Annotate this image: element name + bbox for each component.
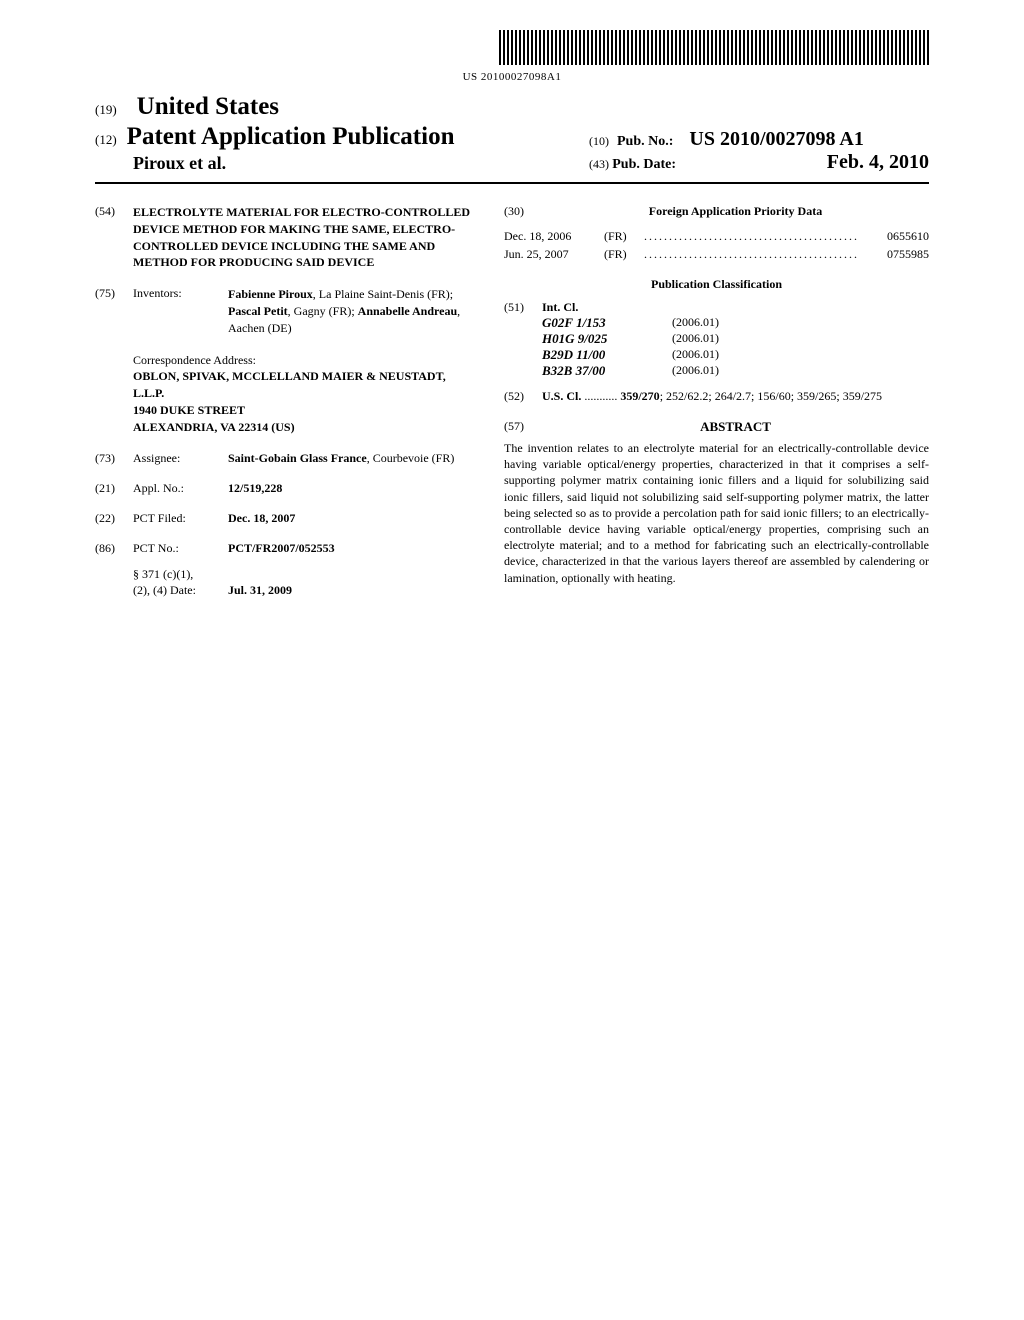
header-line2: (12) Patent Application Publication Piro…	[95, 123, 929, 174]
authors: Piroux et al.	[133, 153, 454, 174]
uscl-block: (52) U.S. Cl. ........... 359/270; 252/6…	[504, 389, 929, 404]
pub-no-value: US 2010/0027098 A1	[689, 128, 863, 151]
uscl-rest: ; 252/62.2; 264/2.7; 156/60; 359/265; 35…	[660, 389, 882, 403]
left-column: (54) ELECTROLYTE MATERIAL FOR ELECTRO-CO…	[95, 204, 474, 602]
country-name: United States	[137, 93, 279, 121]
patent-title: ELECTROLYTE MATERIAL FOR ELECTRO-CONTROL…	[133, 204, 474, 271]
pub-date-value: Feb. 4, 2010	[827, 151, 929, 174]
assignee-value: Saint-Gobain Glass France, Courbevoie (F…	[228, 451, 474, 466]
correspondence-firm: OBLON, SPIVAK, MCCLELLAND MAIER & NEUSTA…	[133, 368, 474, 402]
code-57: (57)	[504, 419, 542, 435]
correspondence-block: Correspondence Address: OBLON, SPIVAK, M…	[133, 352, 474, 436]
barcode-number: US 20100027098A1	[95, 71, 929, 83]
foreign-header-row: (30) Foreign Application Priority Data	[504, 204, 929, 219]
s371-value: Jul. 31, 2009	[228, 582, 292, 599]
pub-class-header: Publication Classification	[504, 277, 929, 292]
assignee-label: Assignee:	[133, 451, 228, 466]
inventors-names: Fabienne Piroux, La Plaine Saint-Denis (…	[228, 286, 474, 336]
code-54: (54)	[95, 204, 133, 271]
pctno-value: PCT/FR2007/052553	[228, 541, 474, 556]
correspondence-street: 1940 DUKE STREET	[133, 402, 474, 419]
barcode-graphic	[499, 30, 929, 65]
code-51: (51)	[504, 300, 542, 315]
code-19: (19)	[95, 102, 117, 118]
uscl-main: 359/270	[620, 389, 659, 403]
assignee-block: (73) Assignee: Saint-Gobain Glass France…	[95, 451, 474, 466]
abstract-header: ABSTRACT	[542, 419, 929, 435]
publication-type: Patent Application Publication	[127, 123, 455, 151]
foreign-rows: Dec. 18, 2006(FR).......................…	[504, 229, 929, 262]
s371-block: § 371 (c)(1), (2), (4) Date: Jul. 31, 20…	[133, 566, 474, 600]
s371-line1: § 371 (c)(1),	[133, 566, 474, 583]
applno-block: (21) Appl. No.: 12/519,228	[95, 481, 474, 496]
intcl-block: (51) Int. Cl. G02F 1/153(2006.01)H01G 9/…	[504, 300, 929, 379]
right-column: (30) Foreign Application Priority Data D…	[504, 204, 929, 602]
correspondence-label: Correspondence Address:	[133, 352, 474, 369]
code-21: (21)	[95, 481, 133, 496]
barcode-block: US 20100027098A1	[95, 30, 929, 83]
applno-value: 12/519,228	[228, 481, 474, 496]
applno-label: Appl. No.:	[133, 481, 228, 496]
header-divider	[95, 182, 929, 184]
correspondence-city: ALEXANDRIA, VA 22314 (US)	[133, 419, 474, 436]
intcl-row: H01G 9/025(2006.01)	[542, 331, 929, 347]
code-43: (43)	[589, 157, 609, 171]
foreign-row: Dec. 18, 2006(FR).......................…	[504, 229, 929, 244]
code-73: (73)	[95, 451, 133, 466]
intcl-label: Int. Cl.	[542, 300, 578, 315]
title-block: (54) ELECTROLYTE MATERIAL FOR ELECTRO-CO…	[95, 204, 474, 271]
assignee-loc: Courbevoie (FR)	[373, 451, 455, 465]
s371-line2: (2), (4) Date:	[133, 582, 228, 599]
intcl-row: B32B 37/00(2006.01)	[542, 363, 929, 379]
code-75: (75)	[95, 286, 133, 336]
abstract-text: The invention relates to an electrolyte …	[504, 440, 929, 586]
intcl-row: G02F 1/153(2006.01)	[542, 315, 929, 331]
code-22: (22)	[95, 511, 133, 526]
pctfiled-block: (22) PCT Filed: Dec. 18, 2007	[95, 511, 474, 526]
assignee-name: Saint-Gobain Glass France	[228, 451, 367, 465]
code-10: (10)	[589, 134, 609, 149]
body-columns: (54) ELECTROLYTE MATERIAL FOR ELECTRO-CO…	[95, 204, 929, 602]
code-30: (30)	[504, 204, 542, 219]
pctfiled-value: Dec. 18, 2007	[228, 511, 474, 526]
foreign-header: Foreign Application Priority Data	[542, 204, 929, 219]
pctfiled-label: PCT Filed:	[133, 511, 228, 526]
pctno-label: PCT No.:	[133, 541, 228, 556]
header-line1: (19) United States	[95, 93, 929, 121]
pub-date-label: Pub. Date:	[612, 157, 676, 172]
uscl-label: U.S. Cl.	[542, 389, 581, 403]
abstract-header-row: (57) ABSTRACT	[504, 419, 929, 435]
intcl-rows: G02F 1/153(2006.01)H01G 9/025(2006.01)B2…	[504, 315, 929, 379]
inventors-block: (75) Inventors: Fabienne Piroux, La Plai…	[95, 286, 474, 336]
code-86: (86)	[95, 541, 133, 556]
code-52: (52)	[504, 389, 542, 404]
pub-no-label: Pub. No.:	[617, 134, 673, 150]
foreign-row: Jun. 25, 2007(FR).......................…	[504, 247, 929, 262]
code-12: (12)	[95, 132, 117, 148]
inventors-label: Inventors:	[133, 286, 228, 336]
intcl-row: B29D 11/00(2006.01)	[542, 347, 929, 363]
pctno-block: (86) PCT No.: PCT/FR2007/052553	[95, 541, 474, 556]
